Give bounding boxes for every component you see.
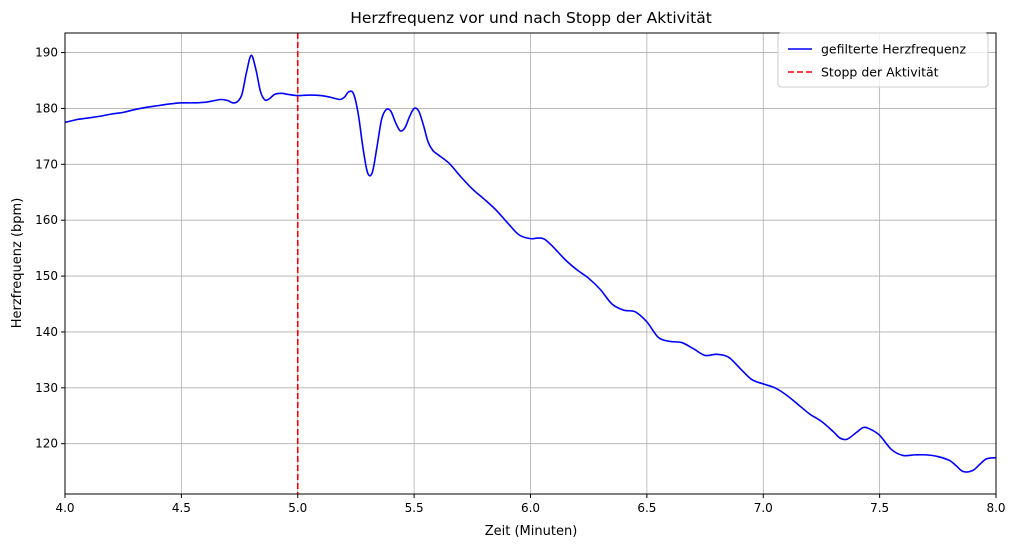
series-group — [64, 33, 997, 494]
y-tick-label: 130 — [35, 381, 58, 395]
legend-box — [777, 32, 989, 88]
x-tick-label: 7.5 — [870, 501, 889, 515]
x-tick-label: 4.5 — [172, 501, 191, 515]
legend-label-filtered-hr: gefilterte Herzfrequenz — [821, 42, 966, 57]
y-tick-label: 190 — [35, 46, 58, 60]
x-tick-label: 5.0 — [288, 501, 307, 515]
filtered-heart-rate-line — [64, 54, 997, 473]
y-tick-label: 140 — [35, 325, 58, 339]
x-tick-label: 6.5 — [637, 501, 656, 515]
x-tick-label: 4.0 — [55, 501, 74, 515]
x-tick-label: 6.0 — [521, 501, 540, 515]
y-tick-label: 180 — [35, 101, 58, 115]
y-tick-label: 170 — [35, 157, 58, 171]
chart-title: Herzfrequenz vor und nach Stopp der Akti… — [350, 9, 712, 27]
legend-label-activity-stop: Stopp der Aktivität — [821, 65, 939, 80]
x-axis: 4.0 4.5 5.0 5.5 6.0 6.5 7.0 7.5 8.0 — [55, 494, 1006, 515]
y-axis: 120 130 140 150 160 170 180 190 — [35, 46, 65, 451]
legend: gefilterte Herzfrequenz Stopp der Aktivi… — [777, 32, 989, 88]
x-tick-label: 7.0 — [754, 501, 773, 515]
y-axis-label: Herzfrequenz (bpm) — [10, 198, 25, 329]
x-axis-label: Zeit (Minuten) — [485, 524, 578, 539]
y-tick-label: 160 — [35, 213, 58, 227]
y-tick-label: 150 — [35, 269, 58, 283]
x-tick-label: 5.5 — [405, 501, 424, 515]
y-tick-label: 120 — [35, 437, 58, 451]
x-tick-label: 8.0 — [986, 501, 1005, 515]
